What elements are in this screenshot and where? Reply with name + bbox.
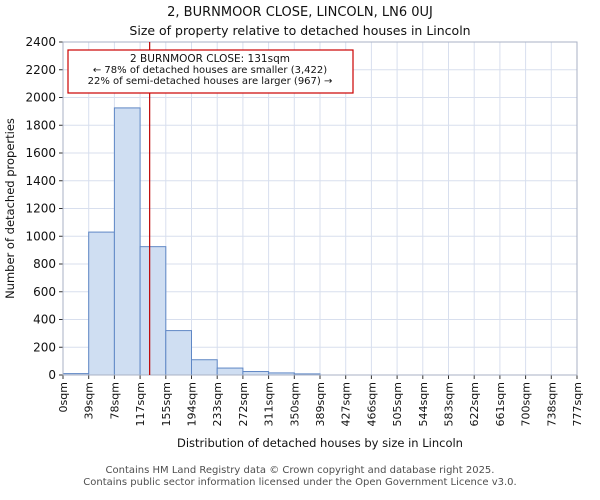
y-tick-label: 1600 (25, 146, 56, 160)
y-tick-label: 2200 (25, 63, 56, 77)
histogram-chart: 0 200 400 600 800 1000 1200 1400 1600 1800 2000 220… (3, 35, 584, 450)
y-tick-label: 1000 (25, 229, 56, 243)
y-tick-label: 400 (33, 313, 56, 327)
chart-subtitle: Size of property relative to detached ho… (129, 23, 471, 38)
x-tick-label: 350sqm (288, 382, 301, 426)
x-tick-label: 661sqm (494, 382, 507, 426)
histogram-bar (139, 246, 167, 376)
histogram-bar (88, 231, 115, 376)
x-tick-label: 272sqm (237, 382, 250, 426)
x-tick-label: 117sqm (134, 382, 147, 426)
footer-attribution-line1: Contains HM Land Registry data © Crown c… (105, 465, 495, 476)
annotation-line3: 22% of semi-detached houses are larger (… (88, 76, 333, 87)
annotation-box: 2 BURNMOOR CLOSE: 131sqm← 78% of detache… (67, 49, 354, 94)
histogram-bar (165, 330, 193, 376)
x-tick-label: 78sqm (108, 382, 121, 419)
x-tick-label: 233sqm (211, 382, 224, 426)
x-tick-label: 466sqm (365, 382, 378, 426)
x-tick-label: 700sqm (520, 382, 533, 426)
histogram-bar (191, 359, 218, 376)
x-axis-title: Distribution of detached houses by size … (177, 436, 463, 450)
x-tick-label: 0sqm (57, 382, 70, 412)
x-tick-label: 194sqm (186, 382, 199, 426)
y-tick-label: 2000 (25, 91, 56, 105)
x-tick-label: 738sqm (545, 382, 558, 426)
y-tick-label: 200 (33, 340, 56, 354)
footer-attribution-line2: Contains public sector information licen… (83, 476, 517, 488)
y-tick-label: 1200 (25, 202, 56, 216)
y-tick-label: 600 (33, 285, 56, 299)
y-tick-label: 0 (48, 368, 56, 382)
y-tick-label: 1400 (25, 174, 56, 188)
x-tick-label: 155sqm (160, 382, 173, 426)
x-tick-label: 427sqm (340, 382, 353, 426)
y-axis-title: Number of detached properties (3, 118, 17, 299)
x-tick-label: 389sqm (314, 382, 327, 426)
x-tick-label: 505sqm (391, 382, 404, 426)
x-tick-label: 583sqm (443, 382, 456, 426)
annotation-line2: ← 78% of detached houses are smaller (3,… (93, 65, 327, 76)
histogram-bar (242, 371, 270, 376)
x-tick-label: 777sqm (571, 382, 584, 426)
x-tick-label: 544sqm (417, 382, 430, 426)
histogram-bar (113, 107, 141, 376)
x-tick-label: 311sqm (263, 382, 276, 426)
histogram-bar (216, 367, 244, 376)
axes (59, 41, 578, 379)
y-tick-label: 1800 (25, 118, 56, 132)
annotation-line1: 2 BURNMOOR CLOSE: 131sqm (130, 53, 290, 65)
axis-labels: 0 200 400 600 800 1000 1200 1400 1600 1800 2000 220… (3, 35, 584, 450)
x-tick-label: 39sqm (83, 382, 96, 419)
footer-attribution: Contains HM Land Registry data © Crown c… (0, 465, 600, 488)
y-tick-label: 800 (33, 257, 56, 271)
histogram-bars (62, 107, 321, 376)
chart-title: 2, BURNMOOR CLOSE, LINCOLN, LN6 0UJ (167, 5, 433, 20)
x-tick-label: 622sqm (468, 382, 481, 426)
y-tick-label: 2400 (25, 35, 56, 49)
